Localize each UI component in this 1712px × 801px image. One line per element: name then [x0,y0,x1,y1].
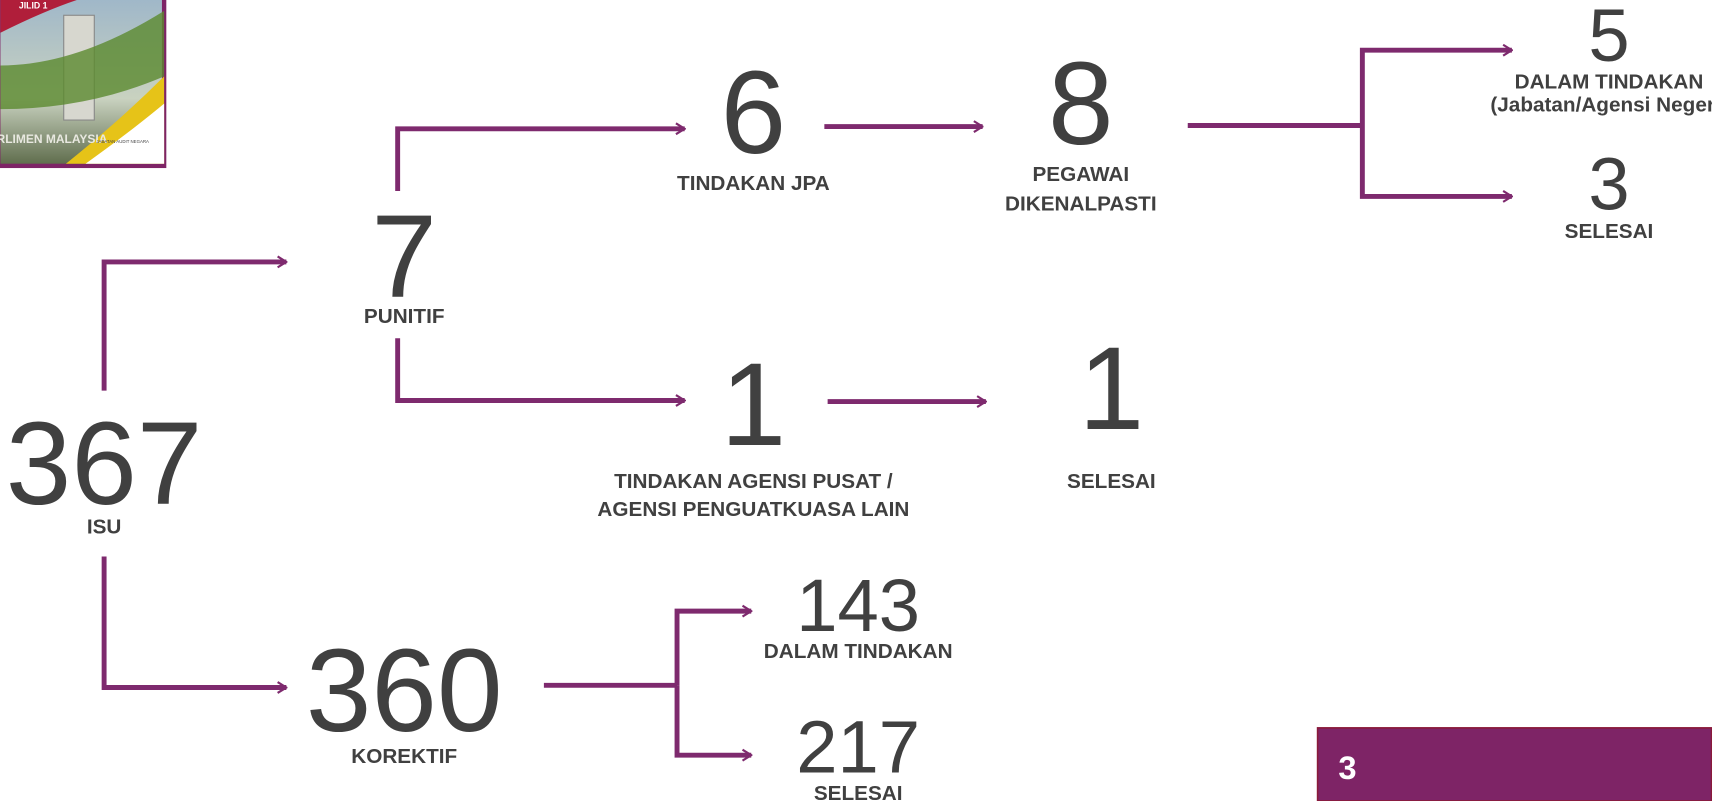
node-label: SELESAI [1067,470,1156,493]
diagram: JILID 1 PARLIMEN MALAYSIA JABATAN AUDIT … [0,0,1712,801]
node-label: ISU [87,516,122,539]
cover-title: PARLIMEN MALAYSIA [0,132,108,146]
arrow [677,685,751,755]
node-label: PEGAWAI [1032,163,1129,186]
node-label: DALAM TINDAKAN [764,640,953,663]
node-label: SELESAI [1565,220,1654,243]
arrow [398,338,685,400]
node-label: DIKENALPASTI [1005,193,1157,216]
arrow [677,611,751,685]
arrow [104,262,286,391]
node-value: 8 [1048,37,1114,169]
node-label: KOREKTIF [351,745,457,768]
page-number: 3 [1338,749,1356,786]
page-footer: 3 [1318,728,1712,801]
node-value: 367 [6,397,203,529]
node-label: SELESAI [814,782,903,801]
node-value: 143 [796,564,920,647]
node-label: TINDAKAN AGENSI PUSAT / [614,470,893,493]
arrow [1362,125,1512,196]
node-value: 7 [371,190,437,322]
node-label: PUNITIF [364,305,445,328]
report-thumbnail: JILID 1 PARLIMEN MALAYSIA JABATAN AUDIT … [0,0,164,166]
node-value: 5 [1588,0,1629,77]
arrow [104,557,286,688]
node-value: 360 [306,624,503,756]
page: JILID 1 PARLIMEN MALAYSIA JABATAN AUDIT … [0,0,1712,801]
node-value: 217 [796,706,920,789]
arrow [398,129,685,191]
node-label: AGENSI PENGUATKUASA LAIN [597,498,909,521]
node-value: 1 [1079,322,1145,454]
node-label: TINDAKAN JPA [677,172,830,195]
cover-publisher: JABATAN AUDIT NEGARA [96,139,149,144]
node-value: 3 [1588,143,1629,226]
node-label: (Jabatan/Agensi Negeri) [1490,93,1712,116]
node-label: DALAM TINDAKAN [1515,70,1704,93]
node-value: 1 [721,338,787,470]
node-value: 6 [721,46,787,178]
cover-volume: JILID 1 [19,1,48,11]
page-number-box [1318,728,1712,801]
